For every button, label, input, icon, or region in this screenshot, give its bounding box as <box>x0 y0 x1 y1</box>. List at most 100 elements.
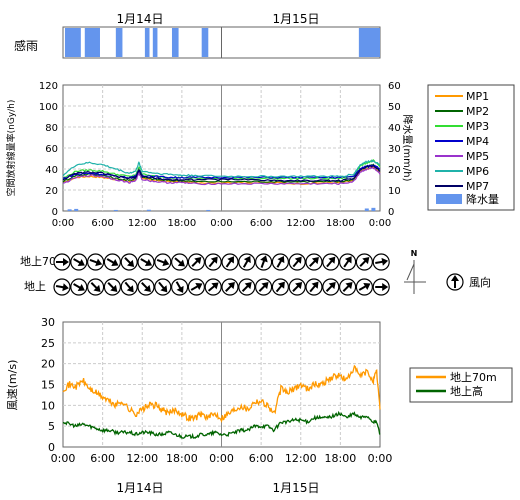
wind-dir-row1-arrow-icon-17 <box>339 253 357 271</box>
wind-dir-row1-arrow-icon-2 <box>86 253 105 271</box>
wind-dir-row2-arrow-icon-17 <box>339 278 357 296</box>
wind-dir-row2-arrow-icon-2-shaft <box>90 282 98 290</box>
wind-dir-row1-arrow-icon-10-shaft <box>225 259 232 268</box>
rain-sense-bar-3 <box>144 28 150 57</box>
wind-dir-row2-arrow-icon-4-shaft <box>124 281 132 290</box>
rain-sense-bar-6 <box>201 28 209 57</box>
wind-dir-row1-arrow-icon-7-arrow <box>174 257 185 267</box>
radiation-y2tick-6: 60 <box>388 81 401 92</box>
wind-dir-row1-arrow-icon-19-head <box>381 257 389 266</box>
radiation-xtick-6: 12:00 <box>286 218 315 229</box>
wind-dir-row2-arrow-icon-10 <box>221 278 239 296</box>
wind-dir-row2-arrow-icon-18-head <box>363 283 371 290</box>
radiation-ytick-5: 100 <box>39 102 58 113</box>
wind-dir-row1-arrow-icon-19 <box>372 253 390 271</box>
radiation-rain-bar-1 <box>74 208 79 211</box>
wind-dir-row2-arrow-icon-6-head <box>160 285 168 293</box>
compass-needle <box>406 263 415 281</box>
radiation-xtick-7: 18:00 <box>326 218 355 229</box>
wind-dir-row2-arrow-icon-1-arrow <box>73 283 85 291</box>
wind-dir-row1-arrow-icon-4 <box>120 253 138 271</box>
wind-dir-row1-arrow-icon-9-arrow <box>208 256 218 268</box>
radiation-y2tick-3: 30 <box>388 144 401 155</box>
radiation-legend-label-MP4: MP4 <box>466 135 489 148</box>
wind-dir-row1-arrow-icon-5-head <box>144 259 153 266</box>
wind-legend-label-0: 地上70m <box>450 371 497 384</box>
rain-sense-bar-7 <box>358 28 380 57</box>
radiation-ytick-0: 0 <box>52 207 58 218</box>
wind-speed-chart: 0 5 10 15 20 25 30 0:00 6:00 12:00 18:00 0:00 6:00 12… <box>6 316 392 465</box>
wind-xtick-2: 12:00 <box>126 452 158 465</box>
date-label-day1-bottom: 1月14日 <box>117 481 164 495</box>
wind-dir-row2-arrow-icon-3-head <box>110 284 118 292</box>
radiation-legend-box <box>427 84 515 211</box>
radiation-series-MP7 <box>62 165 381 182</box>
wind-dir-row2-arrow-icon-10-arrow <box>225 282 235 292</box>
radiation-chart: 0 20 40 60 80 100 120 0 10 20 30 40 50 60 0:00 6:00 12:0… <box>5 81 414 229</box>
date-label-day2-bottom: 1月15日 <box>273 481 320 495</box>
wind-dir-row2-arrow-icon-18-shaft <box>358 285 367 291</box>
wind-dir-row2-arrow-icon-8-shaft <box>190 285 199 291</box>
wind-dir-row2-arrow-icon-9-head <box>211 282 219 290</box>
wind-dir-row1-arrow-icon-14-shaft <box>292 259 300 268</box>
wind-ytick-0: 0 <box>48 441 55 454</box>
radiation-xtick-1: 6:00 <box>91 218 113 229</box>
wind-dir-row2-arrow-icon-16 <box>322 278 340 296</box>
radiation-y2tick-0: 0 <box>388 207 394 218</box>
wind-dir-row2-arrow-icon-12-head <box>261 282 269 290</box>
wind-xtick-3: 18:00 <box>166 452 198 465</box>
wind-dir-row2-arrow-icon-6-shaft <box>158 281 165 290</box>
wind-dir-row2-arrow-icon-3-arrow <box>107 282 118 292</box>
wind-dir-row2-arrow-icon-13-shaft <box>275 284 283 293</box>
wind-dir-row1-arrow-icon-15-head <box>311 257 319 265</box>
wind-dir-row1-arrow-icon-3-arrow <box>106 258 119 266</box>
wind-dir-row2-arrow-icon-11-shaft <box>241 284 249 292</box>
wind-dir-row1-arrow-icon-7-head <box>177 259 185 267</box>
wind-dir-row2-arrow-icon-2-arrow <box>90 282 101 292</box>
wind-ytick-6: 30 <box>41 316 55 329</box>
wind-dir-row2-arrow-icon-16-head <box>328 282 336 290</box>
date-label-day1-top: 1月14日 <box>117 12 164 26</box>
radiation-y2tick-2: 20 <box>388 165 401 176</box>
wind-dir-row2-arrow-icon-11-head <box>244 282 252 290</box>
wind-xtick-8: 0:00 <box>368 452 393 465</box>
wind-dir-row2-arrow-icon-8-head <box>195 283 203 290</box>
radiation-rain-bar-3 <box>146 209 151 211</box>
radiation-rain-bar-2 <box>113 209 118 211</box>
radiation-legend-rain-swatch <box>436 194 462 204</box>
wind-dir-row2-arrow-icon-1-shaft <box>73 283 82 289</box>
radiation-legend-label-MP3: MP3 <box>466 120 489 133</box>
wind-dir-row2-arrow-icon-8-arrow <box>190 283 203 291</box>
wind-ytick-4: 20 <box>41 358 55 371</box>
wind-dir-row1-arrow-icon-8-arrow <box>191 257 202 267</box>
radiation-ytick-1: 20 <box>45 186 58 197</box>
wind-dir-row1-arrow-icon-18-arrow <box>359 257 370 267</box>
radiation-xtick-0: 0:00 <box>52 218 74 229</box>
radiation-legend-label-MP2: MP2 <box>466 105 489 118</box>
wind-xtick-5: 6:00 <box>249 452 274 465</box>
wind-dir-row1-arrow-icon-17-head <box>344 256 352 264</box>
wind-legend-box <box>409 367 513 403</box>
wind-dir-row1-arrow-icon-3 <box>103 253 122 271</box>
rain-sense-bar-1 <box>84 28 100 57</box>
wind-dir-legend-arrow-icon <box>446 273 464 291</box>
wind-dir-row2-arrow-icon-12-arrow <box>258 282 269 292</box>
wind-dir-row1-arrow-icon-11-shaft <box>242 259 249 268</box>
wind-dir-row2-arrow-icon-15 <box>305 278 323 296</box>
wind-dir-row2-arrow-icon-1-head <box>77 284 85 291</box>
wind-ytick-2: 10 <box>41 399 55 412</box>
wind-dir-row2-arrow-icon-3-shaft <box>107 282 115 290</box>
rain-sense-bar-4 <box>152 28 158 57</box>
wind-dir-row2-arrow-icon-13-arrow <box>275 281 285 293</box>
wind-dir-row2-arrow-icon-17-shaft <box>342 284 350 292</box>
wind-dir-row1-arrow-icon-14-arrow <box>292 256 302 268</box>
wind-dir-row1-arrow-icon-1 <box>70 253 88 271</box>
wind-dir-row1-arrow-icon-1-shaft <box>73 258 82 264</box>
wind-dir-row1-arrow-icon-12 <box>255 253 273 271</box>
wind-dir-row2-arrow-icon-6-arrow <box>158 281 168 293</box>
wind-dir-row2-arrow-icon-7-head <box>176 285 184 294</box>
wind-dir-legend-arrow-icon-head <box>451 275 459 281</box>
wind-dir-row1-arrow-icon-10-arrow <box>225 256 235 268</box>
radiation-xtick-2: 12:00 <box>128 218 157 229</box>
wind-dir-row1-arrow-icon-2-arrow <box>89 258 103 267</box>
